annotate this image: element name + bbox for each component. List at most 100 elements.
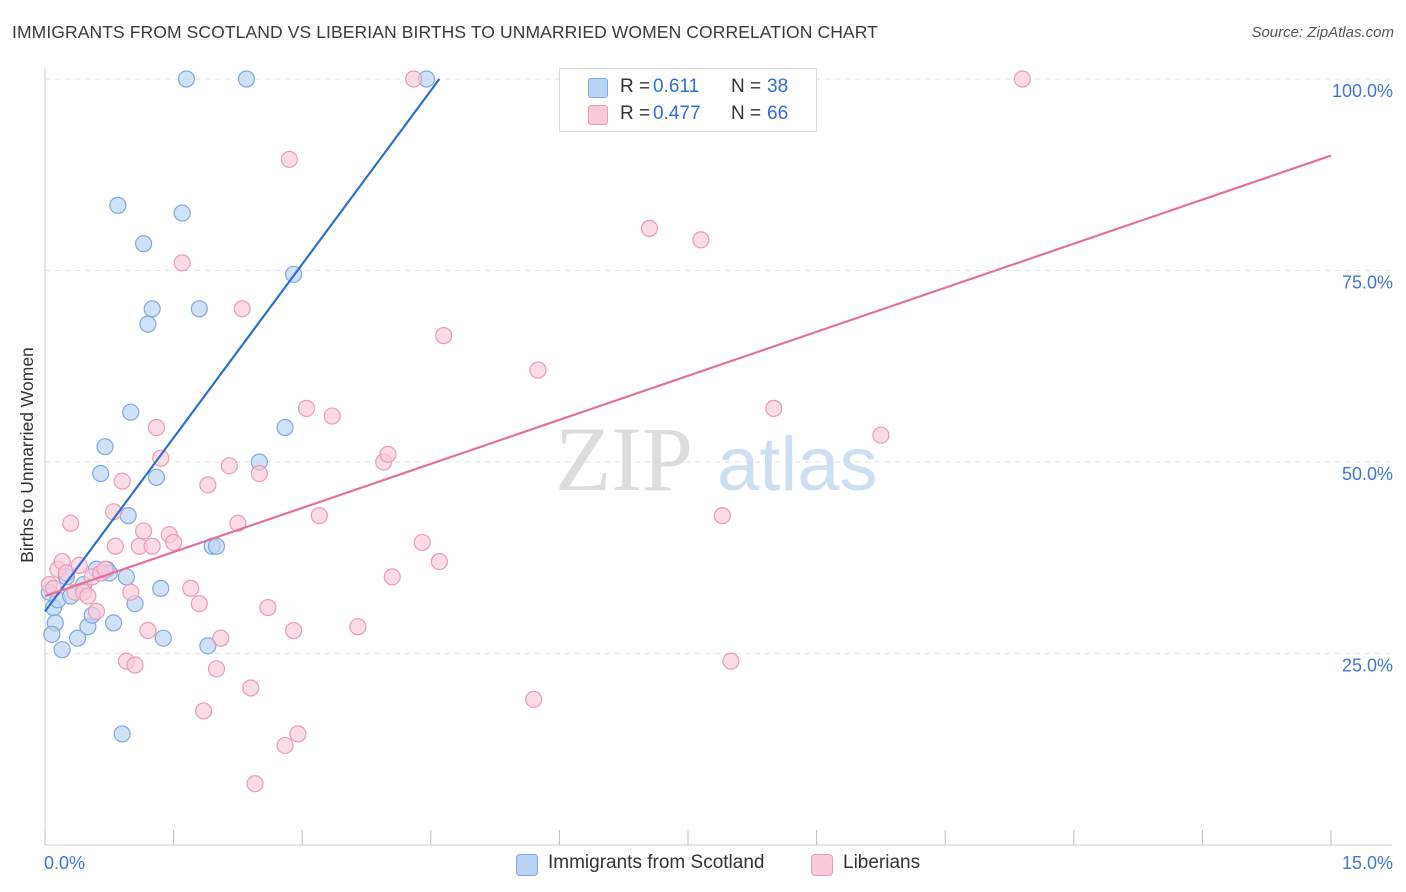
liberian-point	[1013, 70, 1031, 88]
legend-r-value: 0.477	[653, 103, 701, 124]
liberian-point	[233, 300, 251, 318]
y-tick-label: 75.0%	[1342, 273, 1393, 293]
liberian-point	[250, 464, 268, 483]
scotland-point	[199, 637, 217, 655]
liberian-point	[195, 702, 213, 720]
axes	[44, 68, 1392, 846]
scotland-point	[134, 235, 153, 253]
liberian-point	[143, 537, 161, 555]
x-tick-label: 15.0%	[1342, 853, 1393, 873]
legend-label-scotland: Immigrants from Scotland	[548, 852, 765, 873]
scotland-point	[173, 204, 191, 222]
liberian-point	[640, 219, 659, 237]
liberian-point	[134, 522, 153, 540]
scotland-trend-line	[44, 78, 441, 613]
legend-swatch-blue	[516, 854, 538, 876]
liberian-point	[126, 656, 144, 674]
scotland-point	[113, 725, 131, 743]
liberian-point	[79, 587, 97, 605]
scotland-point	[276, 418, 294, 437]
source-label: Source: ZipAtlas.com	[1251, 24, 1394, 41]
liberian-point	[430, 552, 448, 571]
liberian-point	[165, 533, 183, 552]
legend-label-liberians: Liberians	[843, 852, 921, 873]
scotland-point	[117, 568, 136, 586]
liberian-point	[106, 537, 124, 555]
liberian-point	[435, 327, 453, 345]
liberian-point	[872, 426, 890, 444]
watermark-atlas: atlas	[717, 422, 878, 507]
liberian-point	[692, 231, 710, 249]
scotland-point	[190, 300, 208, 318]
scotland-point	[92, 464, 110, 483]
scotland-point	[143, 300, 161, 318]
liberian-point	[405, 70, 423, 88]
liberian-point	[713, 507, 731, 525]
liberian-point	[525, 690, 543, 709]
scotland-point	[104, 614, 123, 632]
chart-title: IMMIGRANTS FROM SCOTLAND VS LIBERIAN BIR…	[12, 22, 878, 42]
liberian-point	[529, 361, 547, 379]
legend-r-value: 0.611	[653, 76, 700, 97]
scotland-point	[237, 70, 256, 88]
scotland-point	[109, 196, 127, 214]
liberian-point	[246, 775, 264, 793]
liberian-point	[349, 618, 367, 636]
scotland-point	[53, 641, 71, 659]
liberian-point	[147, 418, 166, 437]
watermark: ZIP atlas	[555, 408, 878, 510]
scotland-point	[177, 70, 196, 88]
watermark-zip: ZIP	[555, 408, 693, 510]
liberian-point	[182, 579, 200, 597]
y-tick-label: 50.0%	[1342, 464, 1393, 484]
liberian-point	[765, 399, 783, 417]
liberian-point	[229, 514, 247, 532]
liberian-point	[242, 679, 260, 697]
scotland-point	[152, 579, 170, 597]
y-tick-label: 25.0%	[1342, 656, 1393, 676]
data-points	[40, 70, 1031, 793]
legend-swatch-blue	[588, 78, 608, 98]
liberian-point	[413, 533, 431, 552]
liberian-point	[259, 598, 277, 617]
scotland-point	[207, 537, 226, 555]
correlation-legend: R = 0.611 N = 38 R = 0.477 N = 66	[559, 68, 817, 132]
legend-r-label: R =	[620, 103, 651, 124]
scotland-point	[68, 629, 87, 647]
scotland-point	[43, 625, 61, 643]
liberian-point	[122, 583, 140, 601]
liberian-point	[280, 150, 298, 169]
liberian-point	[379, 445, 397, 463]
liberian-point	[722, 652, 740, 670]
liberian-point	[173, 254, 191, 272]
trend-lines	[44, 78, 1332, 613]
scotland-point	[96, 438, 114, 456]
legend-r-label: R =	[620, 76, 651, 97]
gridlines	[45, 78, 1392, 654]
liberian-point	[285, 621, 303, 640]
scotland-point	[122, 403, 140, 421]
liberian-point	[207, 660, 226, 678]
liberian-point	[383, 568, 401, 586]
liberian-point	[276, 736, 294, 755]
x-tick-label: 0.0%	[44, 853, 85, 873]
liberian-point	[190, 595, 208, 613]
liberian-point	[220, 457, 238, 475]
liberian-point	[310, 507, 328, 525]
liberian-trend-line	[44, 154, 1332, 598]
legend-swatch-pink	[811, 854, 833, 876]
legend-n-value: 66	[767, 103, 789, 124]
y-axis-title: Births to Unmarried Women	[17, 347, 37, 563]
liberian-point	[212, 629, 230, 647]
y-tick-label: 100.0%	[1332, 81, 1393, 101]
liberian-point	[62, 514, 80, 532]
liberian-point	[139, 621, 157, 640]
axis-labels: 25.0% 50.0% 75.0% 100.0% 0.0% 15.0% Births to …	[17, 81, 1393, 873]
liberian-point	[87, 602, 106, 620]
scotland-point	[119, 507, 137, 525]
legend-n-value: 38	[767, 76, 789, 97]
liberian-point	[323, 407, 341, 425]
liberian-point	[289, 725, 307, 743]
liberian-point	[113, 472, 131, 490]
